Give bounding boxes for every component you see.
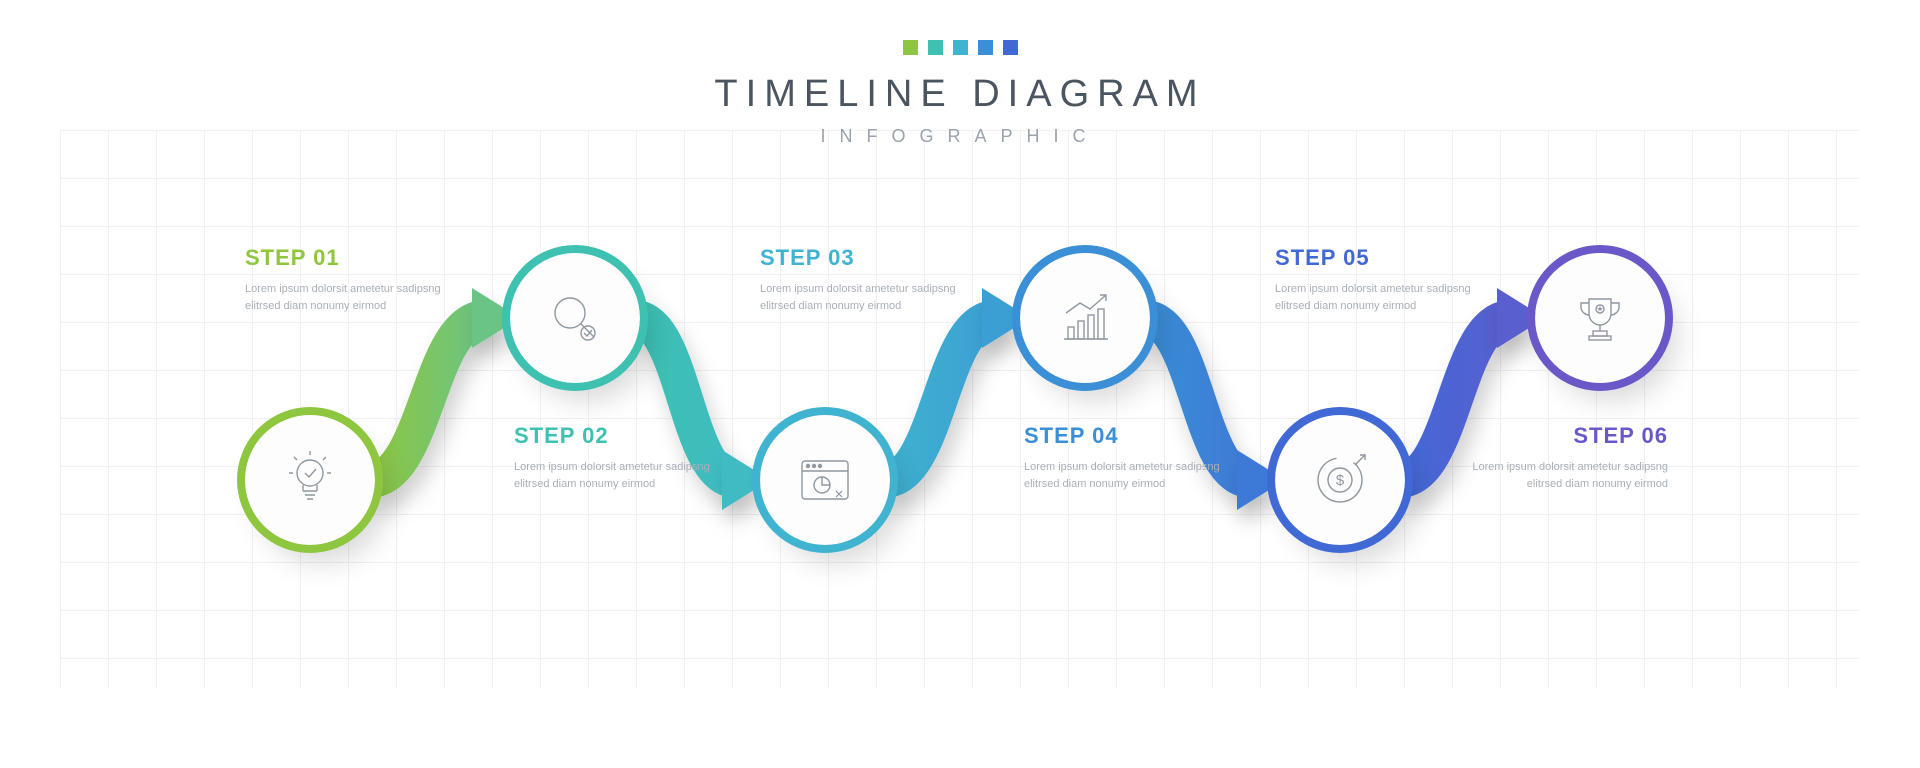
header-dot bbox=[1003, 40, 1018, 55]
header-dot bbox=[903, 40, 918, 55]
step-label-3: STEP 03 Lorem ipsum dolorsit ametetur sad… bbox=[760, 245, 980, 315]
step-label-4: STEP 04 Lorem ipsum dolorsit ametetur sad… bbox=[1024, 423, 1244, 493]
arrow-path bbox=[884, 318, 996, 480]
lightbulb-icon bbox=[281, 451, 339, 509]
step-desc: Lorem ipsum dolorsit ametetur sadipsng e… bbox=[1024, 459, 1244, 493]
subtitle: INFOGRAPHIC bbox=[0, 126, 1920, 147]
arrow-path bbox=[369, 318, 486, 480]
step-label-1: STEP 01 Lorem ipsum dolorsit ametetur sad… bbox=[245, 245, 465, 315]
step-title: STEP 02 bbox=[514, 423, 734, 449]
trophy-icon bbox=[1571, 289, 1629, 347]
magnifier-icon bbox=[546, 289, 604, 347]
step-circle-1 bbox=[245, 415, 375, 545]
step-label-2: STEP 02 Lorem ipsum dolorsit ametetur sad… bbox=[514, 423, 734, 493]
header-dot bbox=[928, 40, 943, 55]
growth-chart-icon bbox=[1056, 289, 1114, 347]
svg-text:$: $ bbox=[1336, 472, 1345, 489]
step-circle-2 bbox=[510, 253, 640, 383]
step-title: STEP 04 bbox=[1024, 423, 1244, 449]
header-dot bbox=[953, 40, 968, 55]
dollar-target-icon: $ bbox=[1311, 451, 1369, 509]
step-desc: Lorem ipsum dolorsit ametetur sadipsng e… bbox=[760, 281, 980, 315]
step-title: STEP 06 bbox=[1448, 423, 1668, 449]
main-title: TIMELINE DIAGRAM bbox=[0, 73, 1920, 116]
step-label-6: STEP 06 Lorem ipsum dolorsit ametetur sad… bbox=[1448, 423, 1668, 493]
step-label-5: STEP 05 Lorem ipsum dolorsit ametetur sad… bbox=[1275, 245, 1495, 315]
step-title: STEP 05 bbox=[1275, 245, 1495, 271]
step-title: STEP 01 bbox=[245, 245, 465, 271]
step-circle-6 bbox=[1535, 253, 1665, 383]
header-dot bbox=[978, 40, 993, 55]
step-title: STEP 03 bbox=[760, 245, 980, 271]
step-desc: Lorem ipsum dolorsit ametetur sadipsng e… bbox=[514, 459, 734, 493]
browser-chart-icon bbox=[796, 451, 854, 509]
step-circle-4 bbox=[1020, 253, 1150, 383]
timeline-container: STEP 01 Lorem ipsum dolorsit ametetur sad… bbox=[150, 185, 1770, 665]
step-circle-5: $ bbox=[1275, 415, 1405, 545]
header: TIMELINE DIAGRAM INFOGRAPHIC bbox=[0, 40, 1920, 147]
step-desc: Lorem ipsum dolorsit ametetur sadipsng e… bbox=[1275, 281, 1495, 315]
step-circle-3 bbox=[760, 415, 890, 545]
step-desc: Lorem ipsum dolorsit ametetur sadipsng e… bbox=[1448, 459, 1668, 493]
step-desc: Lorem ipsum dolorsit ametetur sadipsng e… bbox=[245, 281, 465, 315]
header-dots bbox=[0, 40, 1920, 55]
